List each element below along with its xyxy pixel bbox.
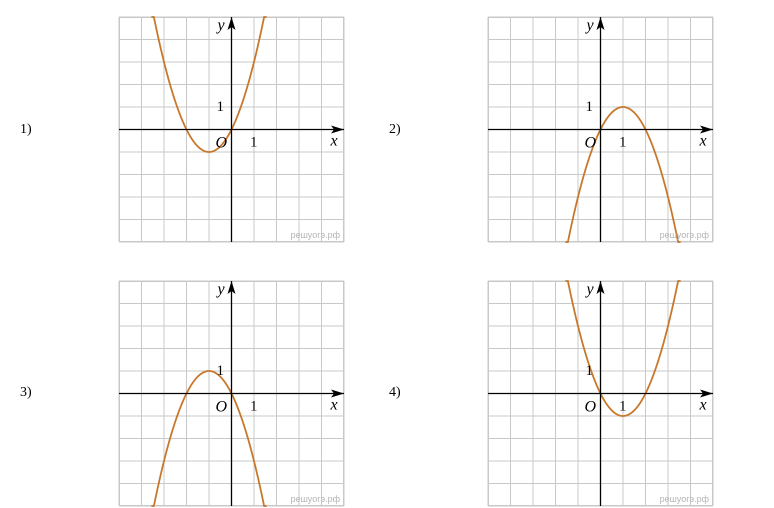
y-axis-label: y [216,281,226,298]
origin-label: O [216,135,228,152]
x-tick-label: 1 [250,399,258,415]
y-tick-label: 1 [217,99,225,115]
x-axis-arrow-icon [331,125,344,134]
y-axis-arrow-icon [596,281,605,294]
watermark: решуогэ.рф [291,230,341,240]
graph-option-1[interactable]: x y O 1 1 решуогэ.рф [118,16,345,243]
x-axis-label: x [699,397,707,414]
origin-label: O [585,399,597,416]
watermark: решуогэ.рф [660,230,710,240]
x-axis-label: x [699,133,707,150]
option-label-1: 1) [20,122,32,137]
y-axis-label: y [585,281,595,298]
x-tick-label: 1 [619,135,627,151]
x-axis-label: x [330,133,338,150]
parabola-curve [565,280,681,417]
option-label-2: 2) [389,122,401,137]
y-tick-label: 1 [217,363,225,379]
y-axis-label: y [216,17,226,34]
y-axis-arrow-icon [227,17,236,30]
y-tick-label: 1 [586,99,594,115]
x-axis-arrow-icon [700,125,713,134]
option-label-4: 4) [389,385,401,400]
parabola-curve [151,370,267,507]
origin-label: O [216,399,228,416]
origin-label: O [585,135,597,152]
y-axis-arrow-icon [596,17,605,30]
option-label-3: 3) [20,385,32,400]
x-axis-arrow-icon [331,389,344,398]
graph-option-2[interactable]: x y O 1 1 решуогэ.рф [487,16,714,243]
parabola-curve [151,16,267,153]
parabola-curve [565,106,681,243]
graph-option-3[interactable]: x y O 1 1 решуогэ.рф [118,280,345,507]
watermark: решуогэ.рф [291,494,341,504]
graph-option-4[interactable]: x y O 1 1 решуогэ.рф [487,280,714,507]
x-axis-label: x [330,397,338,414]
x-tick-label: 1 [619,399,627,415]
y-tick-label: 1 [586,363,594,379]
watermark: решуогэ.рф [660,494,710,504]
y-axis-label: y [585,17,595,34]
x-axis-arrow-icon [700,389,713,398]
y-axis-arrow-icon [227,281,236,294]
x-tick-label: 1 [250,135,258,151]
